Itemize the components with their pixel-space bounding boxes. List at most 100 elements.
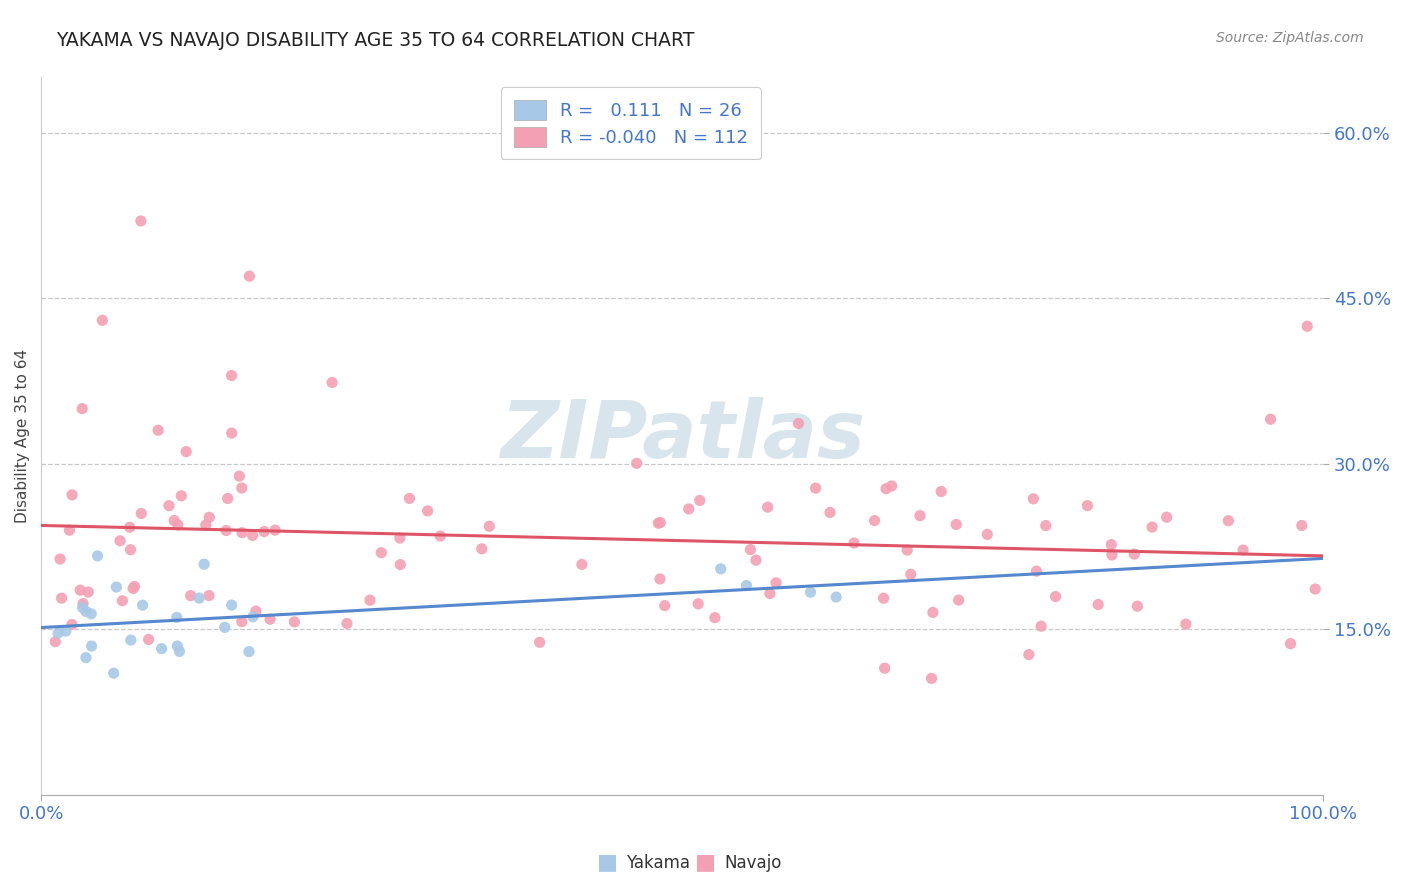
Point — [471, 541, 494, 556]
Point — [1022, 491, 1045, 506]
Point — [150, 641, 173, 656]
Point — [416, 504, 439, 518]
Point — [253, 524, 276, 539]
Point — [44, 634, 66, 648]
Point — [740, 542, 762, 557]
Point — [1260, 412, 1282, 426]
Point — [174, 444, 197, 458]
Point — [908, 508, 931, 523]
Point — [138, 632, 160, 647]
Point — [72, 597, 94, 611]
Text: YAKAMA VS NAVAJO DISABILITY AGE 35 TO 64 CORRELATION CHART: YAKAMA VS NAVAJO DISABILITY AGE 35 TO 64… — [56, 31, 695, 50]
Text: Navajo: Navajo — [724, 855, 782, 872]
Point — [388, 531, 411, 545]
Point — [756, 500, 779, 515]
Point — [70, 401, 93, 416]
Point — [221, 425, 243, 440]
Point — [873, 661, 896, 675]
Point — [735, 578, 758, 592]
Point — [688, 597, 710, 611]
Point — [703, 610, 725, 624]
Point — [51, 591, 73, 606]
Point — [945, 517, 967, 532]
Point — [398, 491, 420, 506]
Point — [647, 516, 669, 530]
Point — [1087, 598, 1109, 612]
Point — [228, 469, 250, 483]
Point — [111, 594, 134, 608]
Point — [231, 481, 253, 495]
Point — [103, 666, 125, 681]
Point — [787, 417, 810, 431]
Text: ZIPatlas: ZIPatlas — [499, 397, 865, 475]
Point — [217, 491, 239, 506]
Point — [359, 593, 381, 607]
Point — [875, 482, 897, 496]
Point — [880, 479, 903, 493]
Point — [166, 518, 188, 533]
Point — [215, 524, 238, 538]
Point — [231, 615, 253, 629]
Point — [86, 549, 108, 563]
Point — [370, 546, 392, 560]
Point — [221, 368, 243, 383]
Point — [170, 489, 193, 503]
Point — [163, 514, 186, 528]
Point — [55, 624, 77, 638]
Point — [689, 493, 711, 508]
Point — [146, 423, 169, 437]
Point — [571, 558, 593, 572]
Text: ■: ■ — [598, 853, 617, 872]
Point — [478, 519, 501, 533]
Point — [765, 575, 787, 590]
Point — [124, 579, 146, 593]
Point — [1045, 590, 1067, 604]
Point — [60, 488, 83, 502]
Point — [198, 510, 221, 524]
Text: ■: ■ — [696, 853, 716, 872]
Point — [214, 620, 236, 634]
Point — [1101, 548, 1123, 562]
Point — [799, 585, 821, 599]
Point — [1126, 599, 1149, 614]
Point — [818, 505, 841, 519]
Point — [389, 558, 412, 572]
Point — [648, 572, 671, 586]
Point — [242, 528, 264, 542]
Point — [198, 589, 221, 603]
Point — [650, 516, 672, 530]
Point — [264, 523, 287, 537]
Point — [872, 591, 894, 606]
Point — [929, 484, 952, 499]
Point — [105, 580, 128, 594]
Point — [75, 605, 97, 619]
Point — [626, 456, 648, 470]
Point — [842, 536, 865, 550]
Point — [157, 499, 180, 513]
Point — [221, 598, 243, 612]
Point — [1029, 619, 1052, 633]
Point — [120, 633, 142, 648]
Point — [678, 502, 700, 516]
Point — [80, 607, 103, 621]
Point — [710, 562, 733, 576]
Text: Yakama: Yakama — [626, 855, 690, 872]
Point — [1076, 499, 1098, 513]
Point — [69, 583, 91, 598]
Point — [118, 520, 141, 534]
Point — [1174, 617, 1197, 632]
Point — [49, 552, 72, 566]
Y-axis label: Disability Age 35 to 64: Disability Age 35 to 64 — [15, 349, 30, 524]
Point — [336, 616, 359, 631]
Point — [922, 606, 945, 620]
Point — [1018, 648, 1040, 662]
Point — [120, 542, 142, 557]
Point — [825, 590, 848, 604]
Point — [1025, 564, 1047, 578]
Point — [1218, 514, 1240, 528]
Point — [1232, 543, 1254, 558]
Point — [429, 529, 451, 543]
Point — [75, 650, 97, 665]
Point — [122, 582, 145, 596]
Point — [529, 635, 551, 649]
